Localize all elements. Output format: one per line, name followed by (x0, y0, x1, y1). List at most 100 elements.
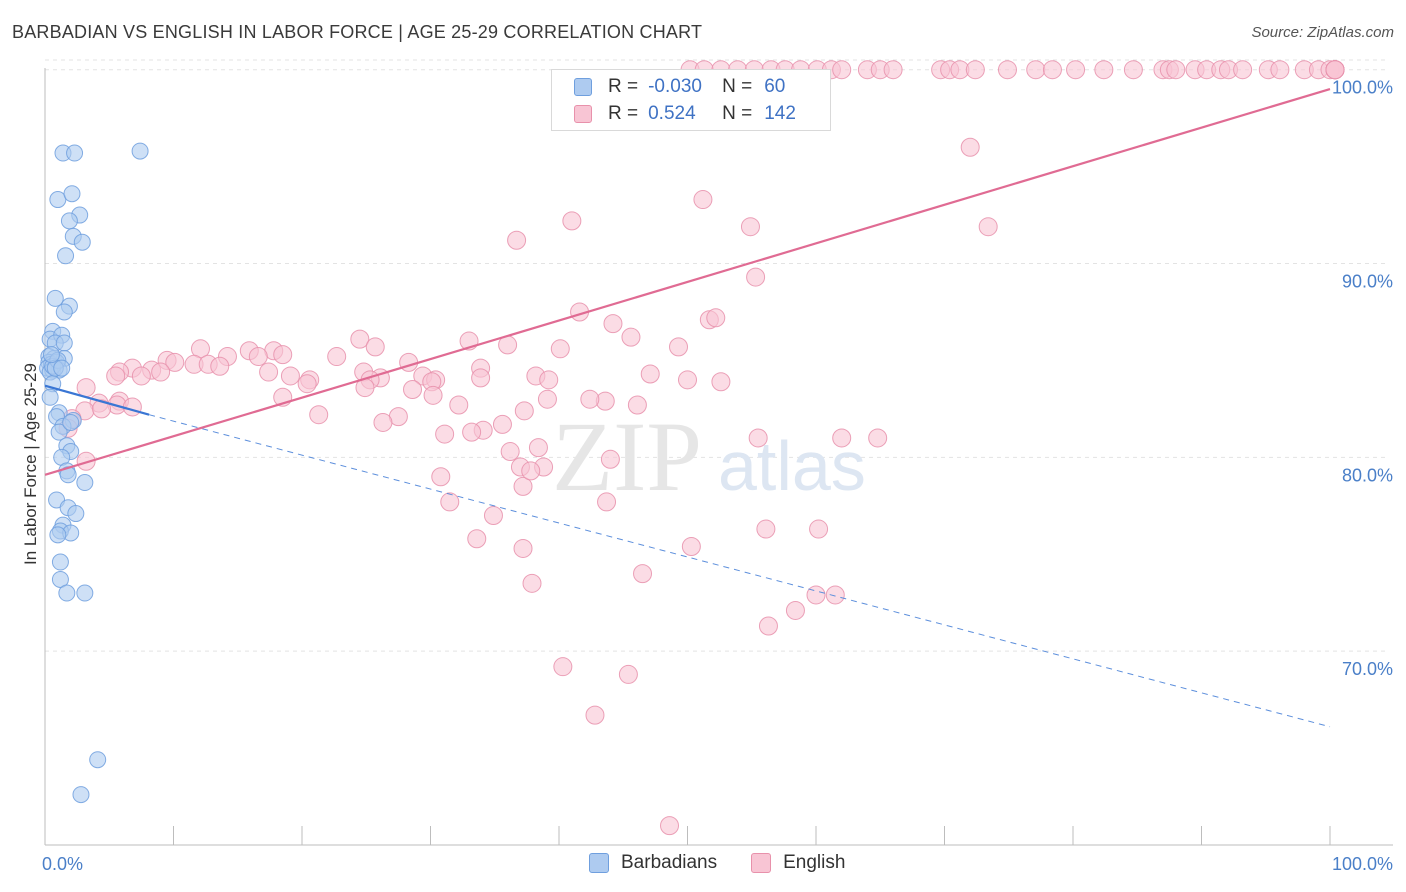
english-point (449, 395, 469, 415)
legend-r-label: R = (608, 76, 639, 97)
english-point (748, 428, 768, 448)
english-point (960, 137, 980, 157)
english-point (585, 705, 605, 725)
english-point (537, 389, 557, 409)
barbadian-point (73, 233, 91, 251)
english-point (883, 60, 903, 80)
english-point (600, 449, 620, 469)
english-point (165, 352, 185, 372)
barbadian-point (51, 570, 69, 588)
english-point (513, 538, 533, 558)
english-point (868, 428, 888, 448)
english-point (210, 356, 230, 376)
barbadian-point (76, 474, 94, 492)
english-point (997, 60, 1017, 80)
watermark-zip: ZIP (552, 401, 702, 512)
english-point (440, 492, 460, 512)
english-point (633, 564, 653, 584)
legend-n-label: N = (722, 76, 753, 97)
legend-r-value: -0.030 (648, 76, 702, 97)
barbadian-point (131, 142, 149, 160)
english-point (106, 366, 126, 386)
x-tick-label-min: 0.0% (42, 854, 83, 874)
legend-item-barbadians[interactable]: Barbadians (589, 852, 717, 874)
english-point (431, 467, 451, 487)
legend-row-english: R = 0.524 N = 142 (574, 101, 796, 127)
trend-line-barbadians-dashed (148, 414, 1331, 728)
trend-lines (44, 88, 1331, 728)
barbadian-point (41, 388, 59, 406)
english-point (740, 217, 760, 237)
barbadian-point (67, 505, 85, 523)
english-point (785, 600, 805, 620)
english-point (621, 327, 641, 347)
y-tick-label: 90.0% (1342, 272, 1393, 292)
legend-swatch-barbadians (589, 853, 609, 873)
barbadian-point (49, 526, 67, 544)
english-point (539, 370, 559, 390)
english-point (500, 442, 520, 462)
english-point (627, 395, 647, 415)
legend-n-value: 60 (764, 76, 786, 97)
english-point (471, 368, 491, 388)
english-point (513, 476, 533, 496)
english-point (122, 397, 142, 417)
english-point (1066, 60, 1086, 80)
english-point (297, 374, 317, 394)
barbadian-point (66, 144, 84, 162)
barbadian-point (57, 247, 75, 265)
y-tick-label: 80.0% (1342, 465, 1393, 485)
stats-legend: R = -0.030 N = 60 R = 0.524 N = 142 (551, 69, 831, 131)
english-point (403, 380, 423, 400)
english-point (131, 366, 151, 386)
english-point (618, 664, 638, 684)
barbadian-point (62, 413, 80, 431)
english-point (521, 461, 541, 481)
barbadian-point (53, 359, 71, 377)
english-point (423, 385, 443, 405)
english-point (467, 529, 487, 549)
source-label: Source: ZipAtlas.com (1251, 24, 1394, 41)
english-point (660, 816, 680, 836)
english-point (151, 362, 171, 382)
english-point (248, 347, 268, 367)
barbadian-points (39, 142, 149, 804)
legend-label-english: English (783, 852, 846, 873)
trend-line-english (44, 88, 1331, 476)
trend-line-barbadians-solid (44, 384, 150, 416)
legend-label-barbadians: Barbadians (621, 852, 718, 873)
barbadian-point (72, 786, 90, 804)
english-point (528, 438, 548, 458)
english-point (603, 314, 623, 334)
english-point (669, 337, 689, 357)
english-point (1166, 60, 1186, 80)
english-point (373, 412, 393, 432)
english-point (92, 399, 112, 419)
english-point (1042, 60, 1062, 80)
barbadian-point (51, 553, 69, 571)
english-point (435, 424, 455, 444)
y-tick-label: 70.0% (1342, 659, 1393, 679)
english-point (280, 366, 300, 386)
english-point (273, 345, 293, 365)
chart-title: BARBADIAN VS ENGLISH IN LABOR FORCE | AG… (12, 22, 703, 42)
barbadian-point (55, 334, 73, 352)
english-point (711, 372, 731, 392)
english-point (514, 401, 534, 421)
legend-r-label: R = (608, 103, 639, 124)
legend-n-value: 142 (764, 103, 796, 124)
legend-r-value: 0.524 (648, 103, 696, 124)
y-axis-title: In Labor Force | Age 25-29 (21, 363, 40, 565)
english-point (507, 230, 527, 250)
english-point (1270, 60, 1290, 80)
english-point (309, 405, 329, 425)
legend-swatch-english (751, 853, 772, 873)
barbadian-point (76, 584, 94, 602)
english-point (580, 389, 600, 409)
english-point (327, 347, 347, 367)
english-point (832, 428, 852, 448)
legend-swatch-english (574, 105, 592, 123)
legend-item-english[interactable]: English (751, 852, 845, 874)
english-point (746, 267, 766, 287)
